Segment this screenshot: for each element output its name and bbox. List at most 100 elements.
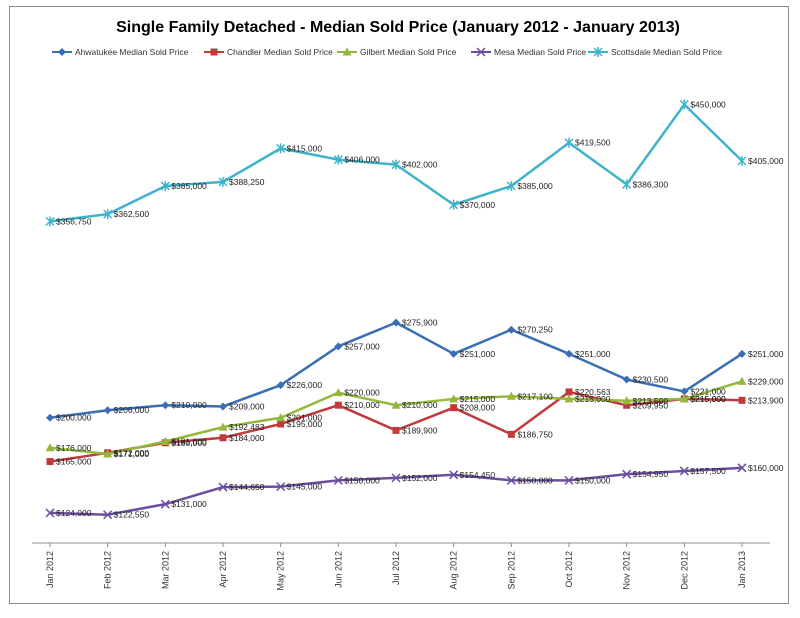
data-label: $213,500 [633, 396, 669, 406]
data-label: $189,900 [402, 425, 438, 435]
data-label: $385,000 [171, 181, 207, 191]
data-label: $226,000 [287, 380, 323, 390]
x-tick-label: May 2012 [276, 551, 286, 591]
data-point [334, 342, 343, 351]
data-point [506, 180, 516, 191]
data-label: $181,000 [171, 437, 207, 447]
x-tick-label: Nov 2012 [622, 551, 632, 590]
data-label: $144,650 [229, 482, 265, 492]
x-tick-label: Sep 2012 [506, 551, 516, 590]
data-point [277, 420, 285, 428]
data-label: $176,000 [56, 443, 92, 453]
legend-marker [593, 47, 603, 57]
data-point [450, 404, 458, 412]
data-label: $402,000 [402, 160, 438, 170]
x-tick-label: Aug 2012 [449, 551, 459, 590]
data-label: $150,000 [344, 475, 380, 485]
data-label: $229,000 [748, 376, 784, 386]
legend-label: Scottsdale Median Sold Price [611, 47, 722, 57]
legend-marker [58, 48, 66, 56]
series-3 [45, 463, 747, 520]
data-label: $209,000 [229, 401, 265, 411]
data-point [622, 469, 632, 479]
data-label: $450,000 [690, 100, 726, 110]
data-point [449, 470, 459, 480]
data-label: $388,250 [229, 177, 265, 187]
chart-title: Single Family Detached - Median Sold Pri… [116, 19, 680, 36]
data-point [449, 199, 459, 210]
data-point [392, 318, 400, 327]
data-point [276, 381, 285, 390]
data-label: $406,000 [344, 155, 380, 165]
data-point [160, 180, 170, 191]
data-point [276, 482, 286, 492]
data-label: $370,000 [460, 200, 496, 210]
data-point [210, 48, 218, 56]
data-point [622, 179, 632, 190]
x-tick-label: Jun 2012 [333, 551, 343, 588]
legend-label: Ahwatukee Median Sold Price [75, 47, 189, 57]
data-point [160, 437, 170, 446]
data-point [565, 349, 573, 358]
data-point [449, 349, 458, 358]
data-label: $150,000 [575, 475, 611, 485]
data-point [680, 387, 689, 396]
data-label: $251,000 [575, 349, 611, 359]
series-0 [46, 318, 746, 422]
x-tick-label: Apr 2012 [218, 551, 228, 588]
data-point [679, 99, 689, 110]
data-label: $124,000 [56, 508, 92, 518]
data-point [45, 216, 55, 227]
data-point [160, 499, 170, 509]
legend-marker [342, 47, 352, 56]
data-point [334, 401, 342, 409]
data-label: $215,000 [690, 394, 726, 404]
x-tick-label: Jul 2012 [391, 551, 401, 585]
data-label: $180,000 [171, 438, 207, 448]
legend-label: Gilbert Median Sold Price [360, 47, 457, 57]
series-line [49, 380, 743, 456]
data-label: $257,000 [344, 341, 380, 351]
data-label: $150,000 [517, 475, 553, 485]
data-label: $362,500 [114, 209, 150, 219]
data-label: $171,000 [114, 449, 150, 459]
data-point [333, 388, 343, 397]
data-point [476, 47, 486, 57]
data-point [506, 475, 516, 485]
data-point [103, 449, 113, 458]
data-point [738, 396, 746, 404]
data-label: $230,500 [633, 375, 669, 385]
data-point [45, 443, 55, 452]
data-label: $195,000 [287, 419, 323, 429]
data-label: $154,950 [633, 469, 669, 479]
data-point [46, 458, 54, 466]
data-point [276, 143, 286, 154]
data-point [737, 463, 747, 473]
data-label: $405,000 [748, 156, 784, 166]
data-point [46, 413, 54, 422]
data-point [507, 430, 515, 438]
data-label: $356,750 [56, 216, 92, 226]
data-label: $215,000 [690, 394, 726, 404]
data-point [333, 475, 343, 485]
data-point [333, 154, 343, 165]
data-label: $192,483 [229, 422, 265, 432]
data-point [593, 47, 603, 57]
data-point [564, 394, 574, 403]
data-point [564, 137, 574, 148]
data-label: $210,000 [171, 400, 207, 410]
data-label: $160,000 [748, 463, 784, 473]
data-label: $122,550 [114, 510, 150, 520]
data-point [623, 401, 631, 409]
data-label: $200,000 [56, 413, 92, 423]
chart-frame [9, 6, 789, 604]
data-point [58, 48, 66, 56]
legend-label: Mesa Median Sold Price [494, 47, 586, 57]
data-label: $210,000 [344, 400, 380, 410]
data-labels-layer: $200,000 $206,000 $210,000 $209,000 $226,000… [56, 100, 784, 520]
data-point [276, 413, 286, 422]
data-point [218, 422, 228, 431]
data-label: $386,300 [633, 179, 669, 189]
data-point [738, 349, 746, 358]
